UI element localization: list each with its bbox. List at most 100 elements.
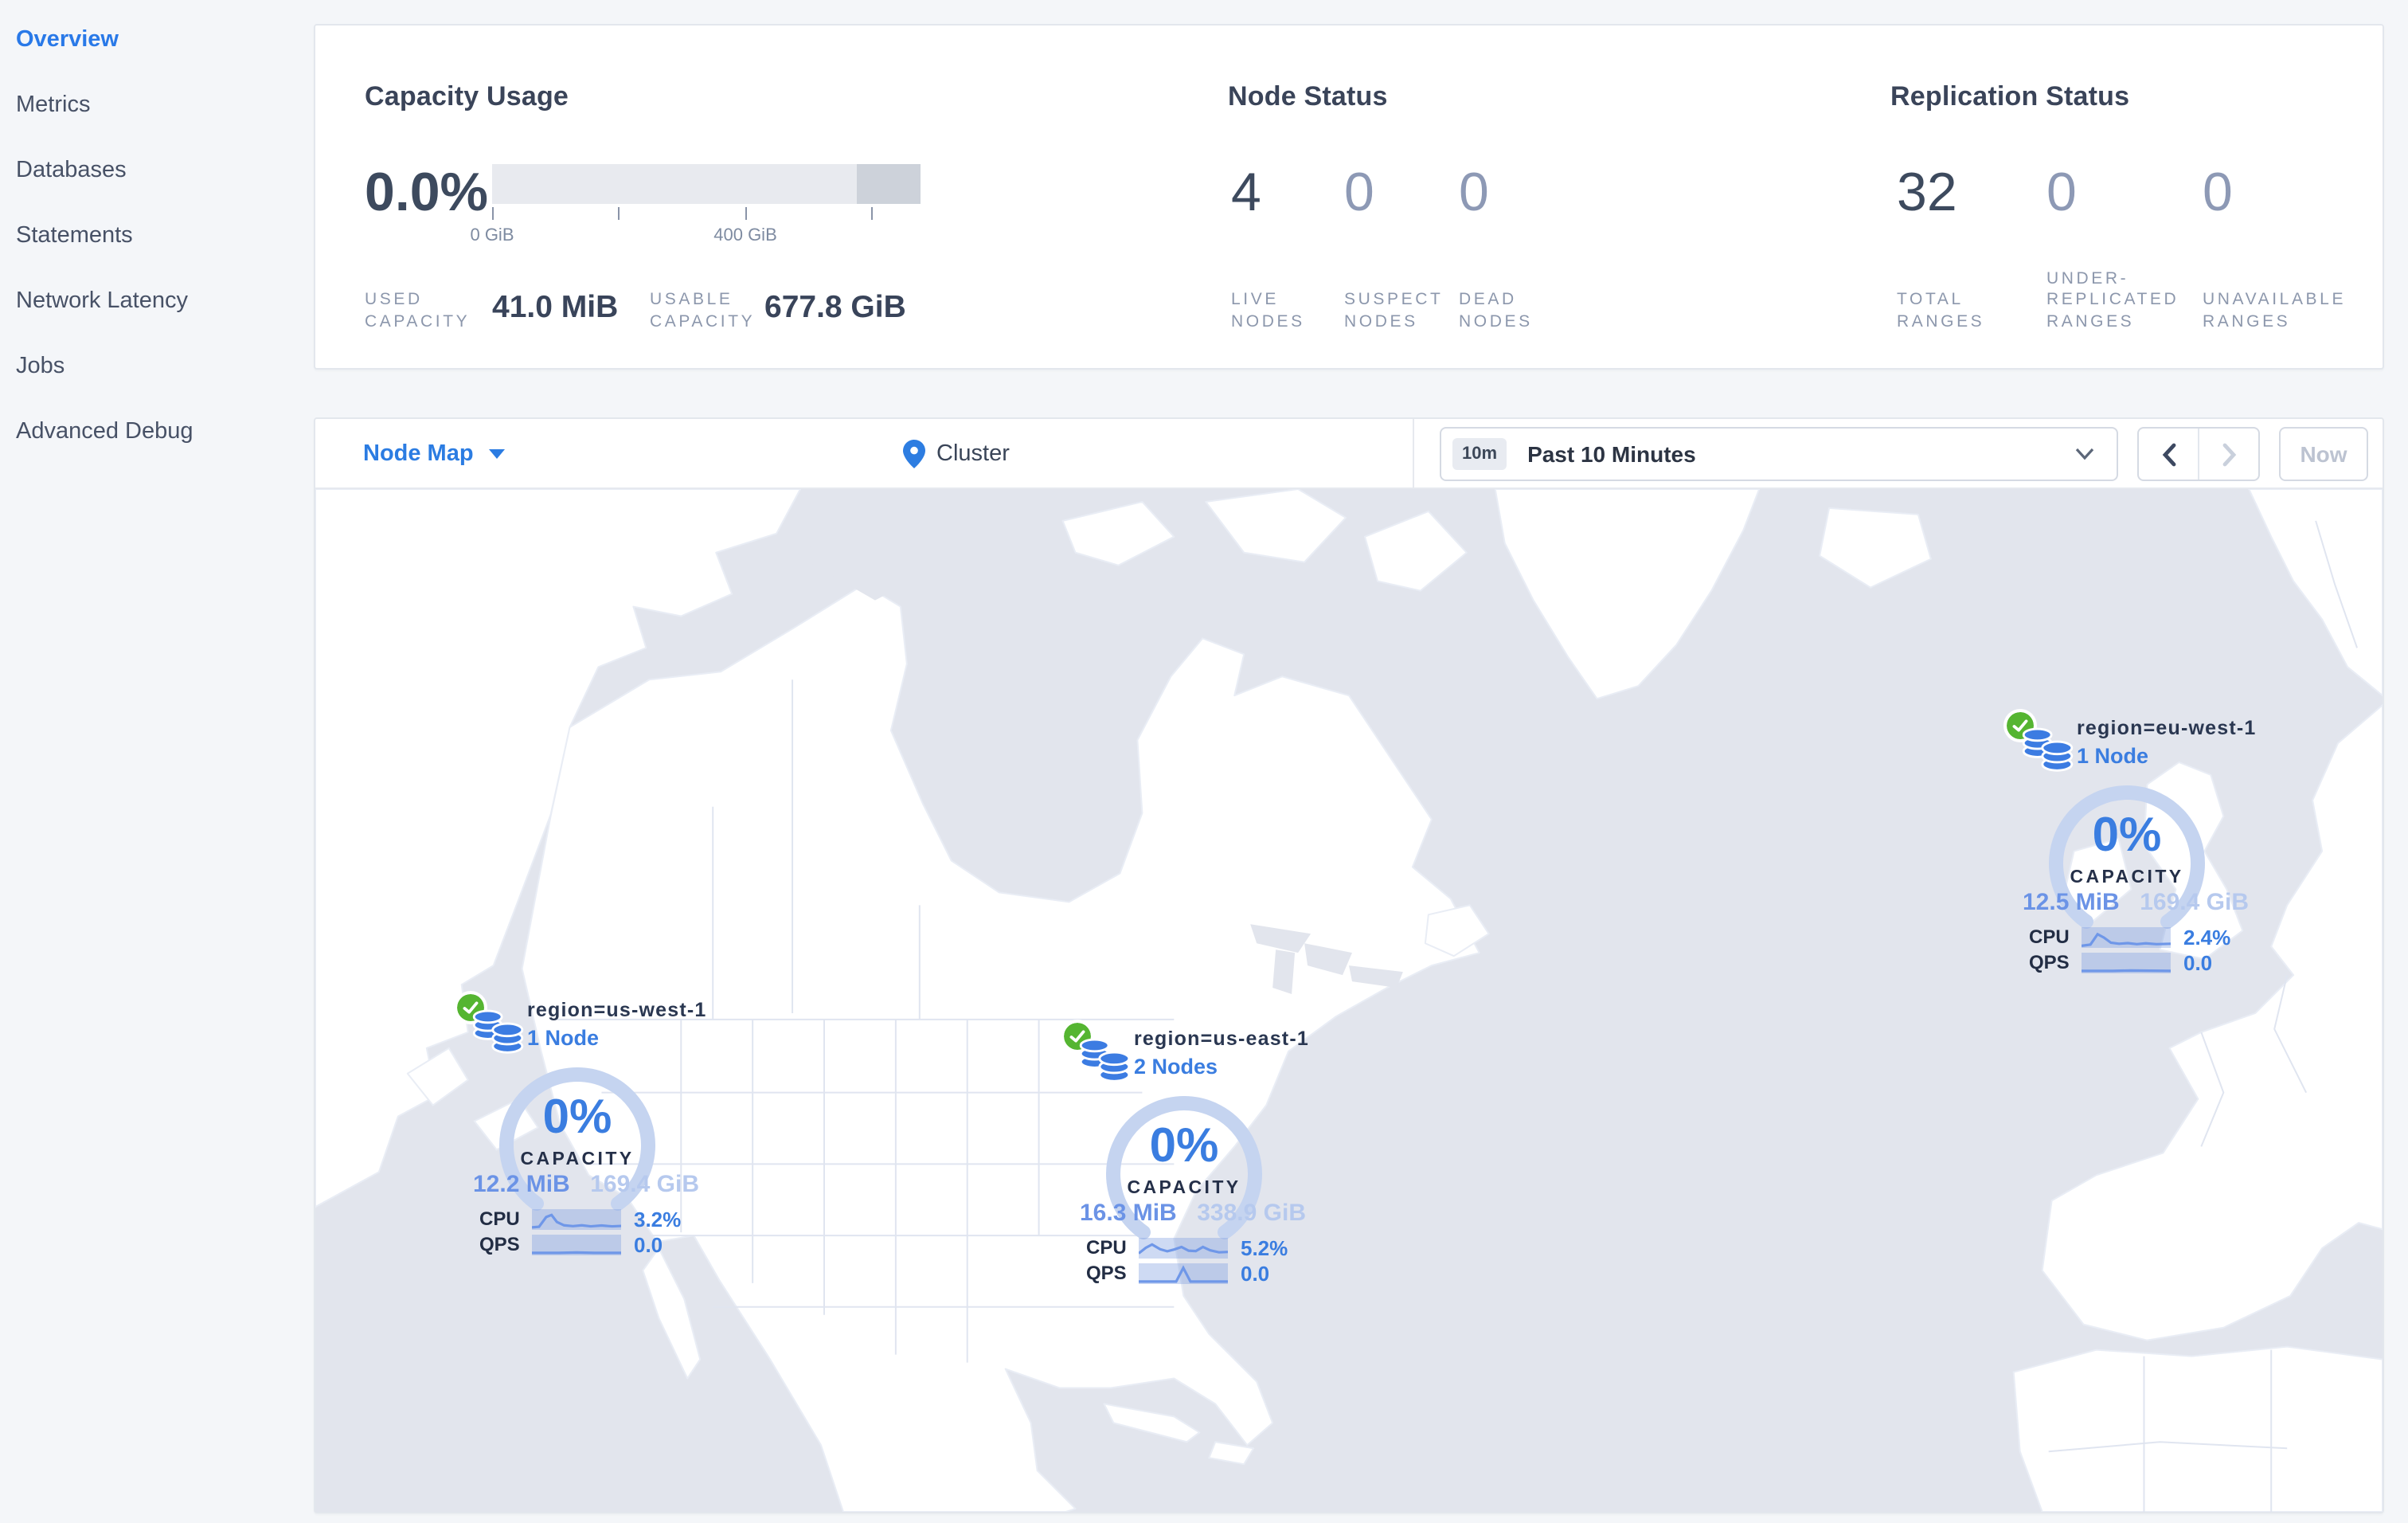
capacity-tick-label-mid: 400 GiB (713, 226, 777, 245)
capacity-gauge (2049, 785, 2205, 929)
region-total-capacity: 169.4 GiB (590, 1171, 699, 1198)
region-name: region=us-west-1 (527, 999, 707, 1021)
sidebar-item-databases[interactable]: Databases (16, 158, 127, 183)
gauge-caption: CAPACITY (1127, 1179, 1241, 1198)
qps-sparkline (532, 1234, 621, 1255)
qps-sparkline (2082, 952, 2171, 973)
cpu-value: 3.2% (634, 1207, 682, 1231)
cpu-sparkline (1139, 1237, 1228, 1258)
gauge-percent: 0% (1149, 1120, 1219, 1173)
capacity-gauge (499, 1067, 655, 1211)
cpu-label: CPU (2029, 926, 2070, 948)
sidebar-item-advanced-debug[interactable]: Advanced Debug (16, 419, 194, 444)
cpu-sparkline (2082, 926, 2171, 947)
region-used-capacity: 12.2 MiB (473, 1171, 570, 1198)
replication-status-title: Replication Status (1890, 81, 2130, 112)
now-button[interactable]: Now (2279, 427, 2368, 481)
lakes (792, 520, 1403, 995)
region-node-count-link[interactable]: 1 Node (2077, 744, 2149, 768)
time-range-label: Past 10 Minutes (1527, 441, 1696, 467)
map-toolbar: Node Map Cluster 10m Past 10 Minutes (315, 419, 2383, 489)
region-total-capacity: 338.9 GiB (1197, 1200, 1306, 1227)
capacity-tick-label-min: 0 GiB (470, 226, 514, 245)
sidebar-item-network-latency[interactable]: Network Latency (16, 288, 188, 314)
cpu-value: 2.4% (2183, 925, 2231, 949)
capacity-bar-dark-segment (856, 164, 921, 204)
live-nodes-count: 4 (1231, 162, 1261, 223)
suspect-nodes-count: 0 (1344, 162, 1374, 223)
region-total-capacity: 169.4 GiB (2140, 889, 2249, 916)
live-nodes-label: LIVE NODES (1231, 290, 1305, 331)
qps-label: QPS (479, 1233, 520, 1255)
capacity-gauge (1106, 1096, 1262, 1239)
total-ranges-label: TOTAL RANGES (1897, 290, 1985, 331)
capacity-tick (745, 207, 747, 220)
region-used-capacity: 12.5 MiB (2023, 889, 2120, 916)
database-stack-icon (2022, 727, 2074, 772)
cpu-label: CPU (1086, 1236, 1127, 1259)
qps-value: 0.0 (634, 1232, 663, 1256)
qps-value: 0.0 (2183, 950, 2213, 974)
view-mode-dropdown[interactable]: Node Map (363, 419, 506, 489)
breadcrumb[interactable]: Cluster (903, 419, 1010, 489)
under-replicated-ranges-label: UNDER-REPLICATED RANGES (2046, 268, 2179, 331)
total-ranges-count: 32 (1897, 162, 1957, 223)
time-range-selector[interactable]: 10m Past 10 Minutes (1440, 427, 2118, 481)
qps-label: QPS (1086, 1262, 1127, 1284)
region-marker-us-west-1[interactable]: region=us-west-1 1 Node 0% CAPACITY 12.2… (441, 989, 720, 1263)
region-marker-eu-west-1[interactable]: region=eu-west-1 1 Node 0% CAPACITY 12.5… (1991, 707, 2269, 981)
map-svg (315, 489, 2383, 1512)
capacity-usage-title: Capacity Usage (365, 81, 569, 112)
chevron-right-icon (2222, 442, 2236, 466)
database-stack-icon (472, 1009, 524, 1054)
time-step-buttons (2137, 427, 2260, 481)
view-mode-label: Node Map (363, 441, 474, 467)
chevron-down-icon (2075, 448, 2094, 460)
cpu-sparkline (532, 1208, 621, 1229)
capacity-tick (492, 207, 494, 220)
capacity-tick (618, 207, 620, 220)
capacity-bar (492, 164, 921, 204)
node-status-title: Node Status (1228, 81, 1388, 112)
cluster-summary-panel: Capacity Usage 0.0% 0 GiB 400 GiB USED C… (314, 24, 2384, 370)
sidebar-item-metrics[interactable]: Metrics (16, 92, 91, 118)
dead-nodes-count: 0 (1459, 162, 1489, 223)
time-step-forward-button[interactable] (2198, 429, 2258, 480)
borders (557, 520, 2358, 1512)
time-step-back-button[interactable] (2139, 429, 2198, 480)
qps-sparkline (1139, 1263, 1228, 1283)
node-map-panel: Node Map Cluster 10m Past 10 Minutes (314, 417, 2384, 1513)
unavailable-ranges-count: 0 (2203, 162, 2233, 223)
used-capacity-value: 41.0 MiB (492, 290, 619, 325)
suspect-nodes-label: SUSPECT NODES (1344, 290, 1444, 331)
region-marker-us-east-1[interactable]: region=us-east-1 2 Nodes 0% CAPACITY 16.… (1048, 1018, 1327, 1292)
usable-capacity-value: 677.8 GiB (764, 290, 906, 325)
gauge-percent: 0% (542, 1091, 612, 1144)
toolbar-divider (1413, 419, 1414, 489)
unavailable-ranges-label: UNAVAILABLE RANGES (2203, 290, 2347, 331)
map-pin-icon (903, 440, 925, 468)
time-range-badge: 10m (1452, 438, 1507, 470)
region-node-count-link[interactable]: 2 Nodes (1134, 1055, 1218, 1079)
region-name: region=eu-west-1 (2077, 717, 2257, 739)
sidebar: Overview Metrics Databases Statements Ne… (0, 0, 314, 1523)
database-stack-icon (1079, 1038, 1131, 1083)
world-map[interactable]: region=us-west-1 1 Node 0% CAPACITY 12.2… (315, 489, 2383, 1512)
gauge-caption: CAPACITY (2070, 868, 2184, 887)
cpu-label: CPU (479, 1208, 520, 1230)
usable-capacity-label: USABLE CAPACITY (650, 290, 756, 331)
under-replicated-ranges-count: 0 (2046, 162, 2077, 223)
cpu-value: 5.2% (1241, 1235, 1288, 1259)
sidebar-item-statements[interactable]: Statements (16, 223, 133, 249)
gauge-caption: CAPACITY (520, 1150, 635, 1169)
dead-nodes-label: DEAD NODES (1459, 290, 1533, 331)
sidebar-item-overview[interactable]: Overview (16, 27, 119, 53)
region-name: region=us-east-1 (1134, 1028, 1309, 1050)
breadcrumb-label: Cluster (936, 441, 1010, 467)
region-node-count-link[interactable]: 1 Node (527, 1026, 600, 1050)
used-capacity-label: USED CAPACITY (365, 290, 471, 331)
sidebar-item-jobs[interactable]: Jobs (16, 354, 65, 379)
chevron-left-icon (2161, 442, 2175, 466)
region-used-capacity: 16.3 MiB (1080, 1200, 1177, 1227)
